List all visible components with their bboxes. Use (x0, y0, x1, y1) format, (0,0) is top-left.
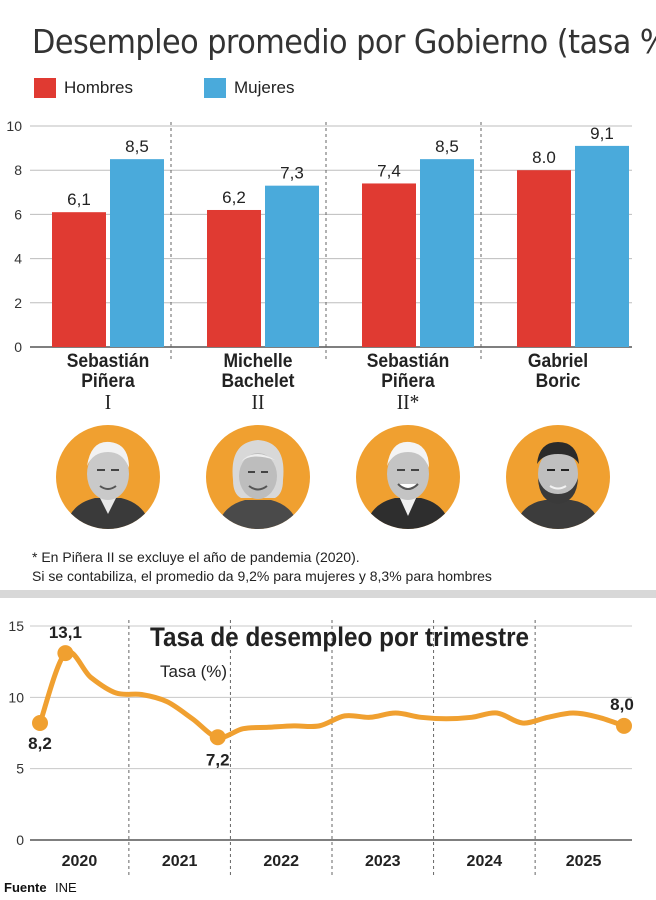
year-label: 2025 (566, 853, 602, 870)
government-names: Sebastián Piñera I Michelle Bachelet II … (0, 352, 656, 422)
bar-hombres (207, 209, 261, 347)
data-point-label: 7,2 (206, 750, 230, 769)
data-point (616, 717, 632, 734)
legend-label-hombres: Hombres (64, 78, 133, 97)
footnote-line: Si se contabiliza, el promedio da 9,2% p… (32, 568, 492, 584)
name-line: Piñera (381, 371, 435, 392)
bar-chart: 0 2 4 6 8 10 6,1 8,5 6,2 7,3 7,4 8,5 8.0 9,1 (6, 118, 632, 360)
government-name-pinera-2: Sebastián Piñera II* (339, 351, 477, 414)
bar-hombres (362, 183, 416, 347)
data-point-label: 8,0 (610, 695, 634, 714)
bar-value-label: 8,5 (125, 137, 149, 156)
bottom-panel: 0 5 10 15 2020 2021 2022 2023 2024 2025 8,2 13,1 7,2… (0, 598, 656, 878)
government-name-pinera-1: Sebastián Piñera I (39, 351, 177, 414)
y-tick-label: 0 (16, 832, 24, 848)
data-point (209, 729, 226, 746)
y-tick-label: 10 (6, 118, 22, 134)
year-label: 2023 (365, 853, 401, 870)
legend-swatch-hombres (34, 78, 56, 98)
y-tick-label: 8 (14, 162, 22, 178)
y-tick-label: 2 (14, 295, 22, 311)
footnote: * En Piñera II se excluye el año de pand… (32, 548, 492, 586)
sebastian-pinera-portrait-icon (356, 425, 460, 529)
bar-value-label: 7,3 (280, 164, 304, 183)
bar-mujeres (575, 145, 629, 347)
name-line: Piñera (81, 371, 135, 392)
y-tick-label: 0 (14, 339, 22, 355)
y-tick-label: 6 (14, 206, 22, 222)
sebastian-pinera-portrait-icon (56, 425, 160, 529)
legend-swatch-mujeres (204, 78, 226, 98)
name-line: Sebastián (66, 351, 150, 372)
footnote-line: * En Piñera II se excluye el año de pand… (32, 549, 360, 565)
name-line: Boric (535, 371, 581, 392)
government-name-boric: Gabriel Boric (489, 352, 627, 392)
data-point-label: 8,2 (28, 734, 52, 753)
bar-mujeres (265, 185, 319, 347)
bar-mujeres (420, 159, 474, 347)
bar-chart-title: Desempleo promedio por Gobierno (tasa %) (32, 22, 656, 61)
bar-value-label: 6,2 (222, 188, 246, 207)
government-roman-numeral: I (104, 390, 112, 414)
bar-hombres (517, 170, 571, 347)
top-panel: Desempleo promedio por Gobierno (tasa %)… (0, 0, 656, 590)
legend-item-hombres: Hombres (34, 77, 133, 99)
government-name-bachelet-2: Michelle Bachelet II (189, 351, 327, 414)
source-value: INE (55, 880, 77, 895)
bar-value-label: 6,1 (67, 190, 91, 209)
government-roman-numeral: II (251, 390, 265, 414)
bar-value-label: 9,1 (590, 124, 614, 143)
data-point-label: 13,1 (49, 623, 82, 642)
name-line: Gabriel (527, 351, 589, 372)
bar-mujeres (110, 159, 164, 347)
year-label: 2021 (162, 853, 198, 870)
line-chart-ylabel: Tasa (%) (160, 662, 228, 681)
legend-label-mujeres: Mujeres (234, 78, 295, 97)
year-label: 2024 (467, 853, 503, 870)
legend-item-mujeres: Mujeres (204, 77, 294, 99)
michelle-bachelet-portrait-icon (206, 425, 310, 529)
y-tick-label: 15 (8, 618, 24, 634)
line-chart-title: Tasa de desempleo por trimestre (150, 622, 530, 652)
name-line: Michelle (223, 351, 293, 372)
data-point (57, 645, 74, 662)
bar-value-label: 7,4 (377, 161, 401, 180)
bar-value-label: 8,5 (435, 137, 459, 156)
source-label: Fuente (4, 880, 47, 895)
year-label: 2020 (62, 853, 98, 870)
year-label: 2022 (263, 853, 299, 870)
line-chart: 0 5 10 15 2020 2021 2022 2023 2024 2025 8,2 13,1 7,2… (8, 618, 634, 876)
unemployment-line (37, 649, 627, 740)
name-line: Sebastián (366, 351, 450, 372)
government-roman-numeral: II* (396, 390, 420, 414)
data-point (32, 715, 48, 732)
bar-hombres (52, 212, 106, 347)
gabriel-boric-portrait-icon (506, 425, 610, 529)
y-tick-label: 4 (14, 251, 22, 267)
footer: Fuente INE (0, 878, 656, 900)
y-tick-label: 5 (16, 761, 24, 777)
bar-value-label: 8.0 (532, 148, 556, 167)
y-tick-label: 10 (8, 689, 24, 705)
name-line: Bachelet (221, 371, 295, 392)
